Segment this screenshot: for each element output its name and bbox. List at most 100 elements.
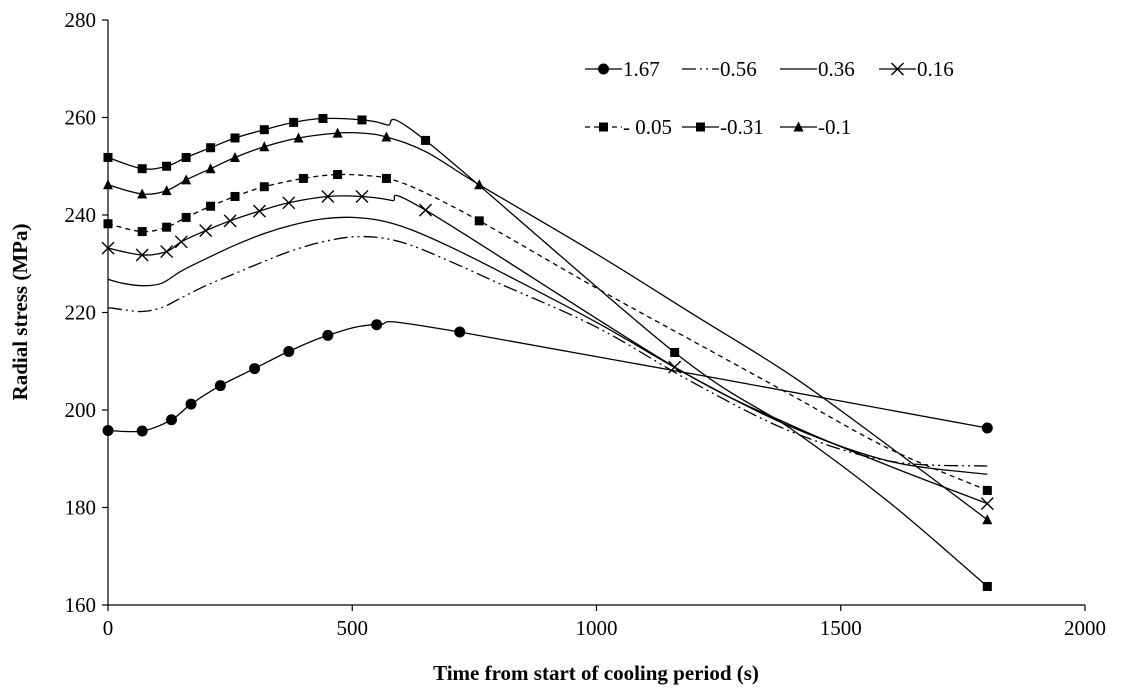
- legend-swatch-marker: [599, 122, 608, 132]
- data-point: [982, 485, 992, 495]
- data-point: [185, 398, 197, 410]
- data-point: [102, 424, 114, 436]
- legend: 1.67 0.56 0.36 0.16 - 0.05 -0.31 -0.1: [585, 57, 954, 139]
- data-point: [982, 514, 993, 525]
- legend-item: -0.1: [780, 115, 851, 139]
- legend-label: -0.31: [720, 115, 764, 139]
- data-point: [249, 363, 261, 375]
- y-tick-label: 160: [65, 593, 97, 617]
- data-point: [162, 161, 172, 171]
- y-tick-label: 200: [65, 398, 97, 422]
- data-point: [137, 164, 147, 174]
- data-point: [259, 125, 269, 135]
- legend-item: 0.56: [682, 57, 757, 81]
- y-tick-label: 260: [65, 106, 97, 130]
- legend-item: -0.31: [682, 115, 764, 139]
- data-point: [101, 241, 115, 255]
- data-point: [333, 170, 343, 180]
- data-point: [454, 326, 466, 338]
- y-axis-ticks: 160 180 200 220 240 260 280: [65, 8, 108, 617]
- legend-item: - 0.05: [585, 115, 672, 139]
- y-axis-title: Radial stress (MPa): [8, 224, 32, 401]
- data-point: [103, 152, 113, 162]
- y-tick-label: 220: [65, 301, 97, 325]
- data-point: [230, 151, 241, 162]
- data-point: [982, 581, 992, 591]
- data-point: [252, 204, 266, 218]
- data-point: [371, 319, 383, 331]
- data-point: [162, 222, 172, 232]
- x-tick-label: 0: [103, 616, 114, 640]
- legend-label: - 0.05: [623, 115, 672, 139]
- data-point: [259, 182, 269, 192]
- data-point: [421, 135, 431, 145]
- data-point: [381, 131, 392, 142]
- legend-swatch-marker: [793, 121, 804, 132]
- data-point: [199, 224, 213, 238]
- data-point: [181, 212, 191, 222]
- legend-label: 0.36: [818, 57, 855, 81]
- legend-item: 1.67: [585, 57, 660, 81]
- series-line: [107, 235, 988, 467]
- data-point: [670, 347, 680, 357]
- data-point: [135, 248, 149, 262]
- data-point: [136, 425, 148, 437]
- data-point: [161, 185, 172, 196]
- series-3: [101, 189, 994, 511]
- data-point: [206, 143, 216, 153]
- x-tick-label: 1000: [576, 616, 618, 640]
- series-5: [103, 113, 992, 591]
- data-point: [230, 191, 240, 201]
- data-point: [381, 173, 391, 183]
- data-point: [137, 188, 148, 199]
- data-point: [298, 173, 308, 183]
- data-point: [230, 133, 240, 143]
- data-point: [181, 174, 192, 185]
- data-point: [160, 245, 174, 259]
- data-point: [223, 214, 237, 228]
- data-point: [289, 117, 299, 127]
- legend-swatch-marker: [891, 62, 904, 76]
- series-1: [107, 235, 988, 467]
- y-tick-label: 180: [65, 496, 97, 520]
- data-point: [321, 189, 335, 203]
- legend-label: 0.16: [917, 57, 954, 81]
- data-point: [282, 196, 296, 210]
- legend-label: 0.56: [720, 57, 757, 81]
- data-point: [474, 179, 485, 190]
- series-4: [103, 170, 992, 495]
- data-point: [214, 380, 226, 392]
- x-tick-label: 500: [337, 616, 369, 640]
- x-axis-title: Time from start of cooling period (s): [433, 661, 759, 685]
- data-point: [103, 179, 113, 190]
- y-tick-label: 240: [65, 203, 97, 227]
- data-point: [980, 497, 994, 511]
- data-point: [205, 163, 216, 174]
- legend-item: 0.16: [879, 57, 954, 81]
- data-point: [166, 414, 178, 426]
- data-point: [318, 113, 328, 123]
- data-point: [206, 201, 216, 211]
- legend-label: -0.1: [818, 115, 851, 139]
- series-0: [102, 319, 993, 437]
- data-point: [259, 141, 270, 152]
- data-point: [322, 329, 334, 341]
- x-axis-ticks: 0 500 1000 1500 2000: [103, 605, 1106, 640]
- x-tick-label: 1500: [820, 616, 862, 640]
- legend-label: 1.67: [623, 57, 660, 81]
- data-point: [283, 346, 295, 357]
- data-point: [181, 152, 191, 162]
- x-tick-label: 2000: [1064, 616, 1106, 640]
- data-point: [293, 132, 304, 143]
- data-point: [174, 235, 188, 249]
- series-6: [103, 127, 993, 525]
- data-point: [332, 127, 343, 138]
- y-tick-label: 280: [65, 8, 97, 32]
- data-point: [668, 360, 682, 374]
- legend-item: 0.36: [780, 57, 855, 81]
- data-point: [981, 422, 993, 434]
- data-point: [419, 203, 433, 217]
